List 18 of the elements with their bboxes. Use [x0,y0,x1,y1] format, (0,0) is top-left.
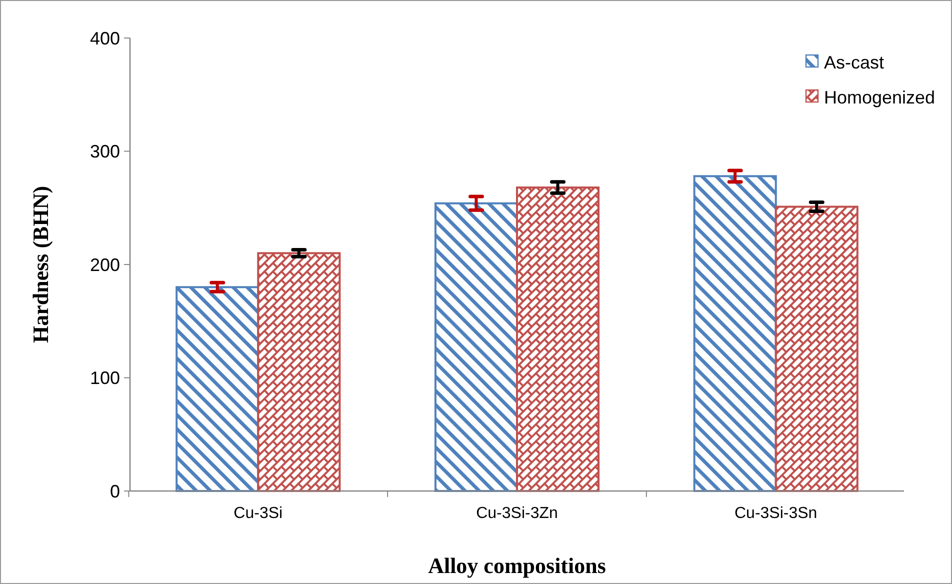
bar [176,286,260,492]
y-tick-label: 400 [90,28,120,48]
bar [693,175,777,492]
bar [516,186,600,492]
y-tick-label: 100 [90,368,120,388]
x-tick-label: Cu-3Si-3Zn [476,505,558,522]
x-axis-title: Alloy compositions [428,553,606,578]
bar [257,252,341,492]
y-tick-label: 0 [110,481,120,502]
x-tick-label: Cu-3Si-3Sn [734,505,818,522]
legend-label: Homogenized [824,87,936,108]
legend-label: As-cast [824,52,884,72]
bar [774,206,858,492]
x-tick-label: Cu-3Si [234,505,283,522]
y-axis-title: Hardness (BHN) [28,186,53,344]
y-tick-label: 200 [90,254,120,275]
y-tick-label: 300 [90,142,120,162]
bar [434,202,518,492]
